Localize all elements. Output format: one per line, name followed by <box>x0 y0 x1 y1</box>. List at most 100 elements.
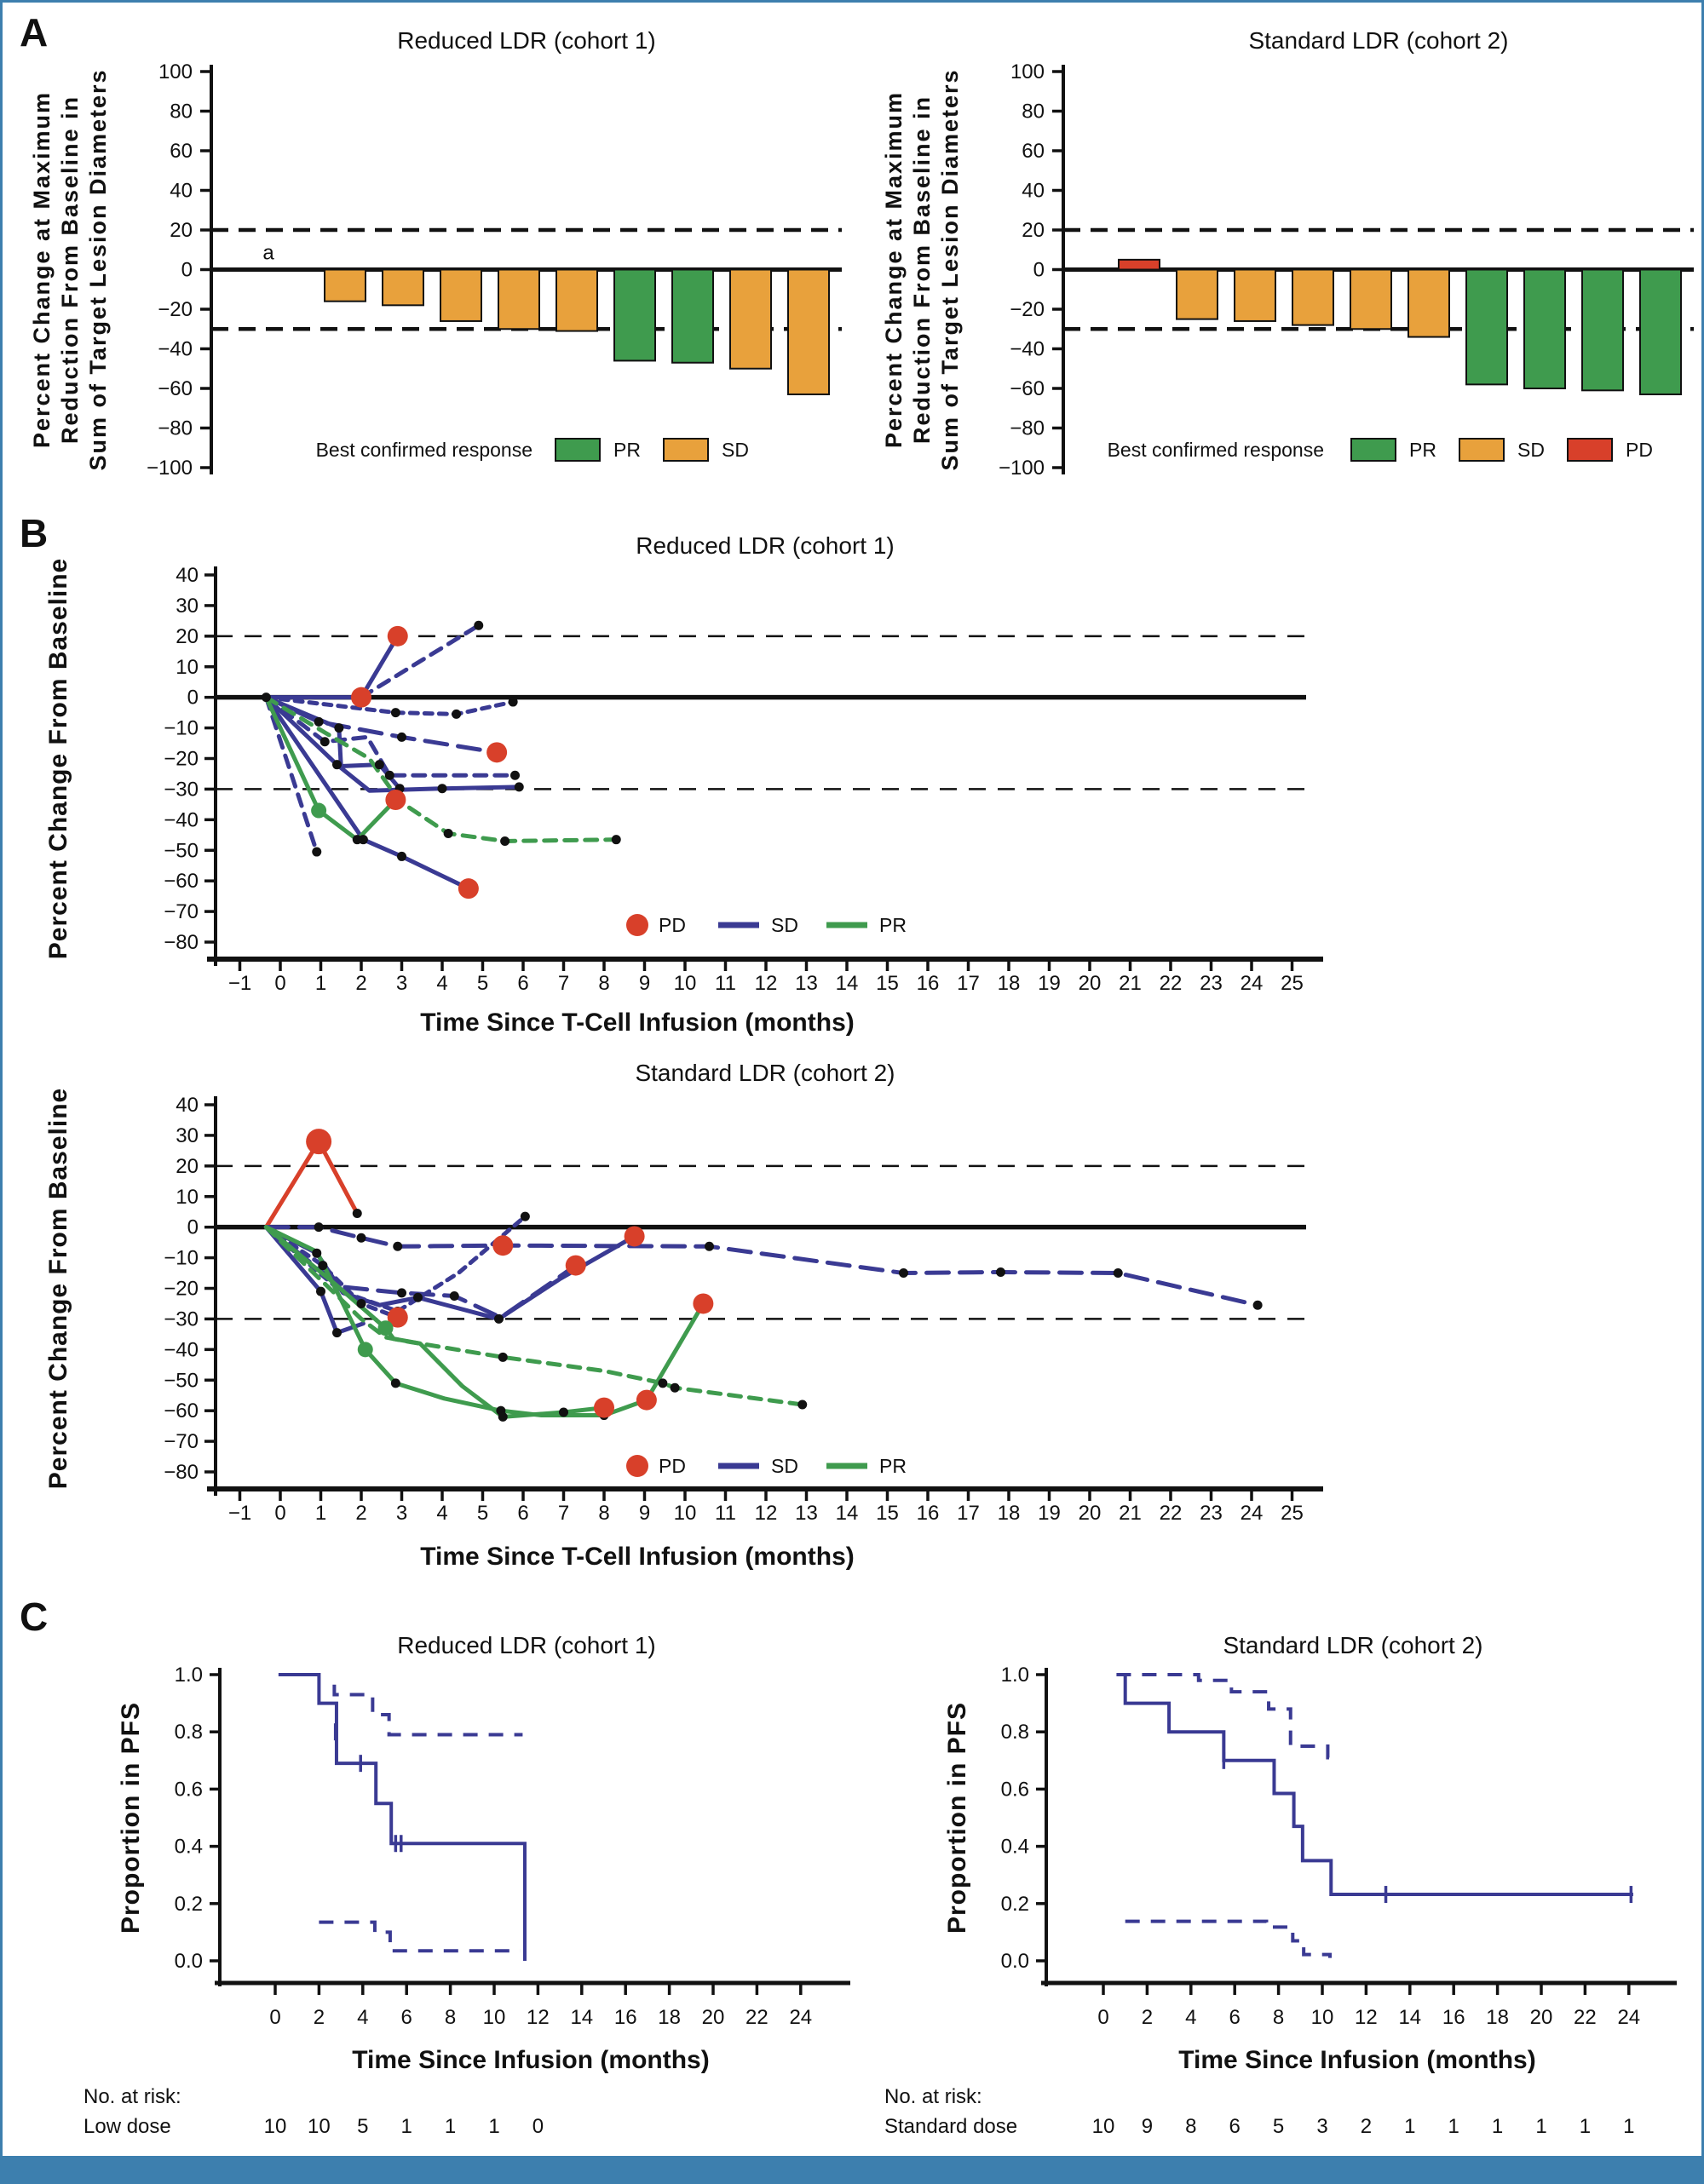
series-c1-p8 <box>263 695 320 854</box>
legend-swatch-PR <box>555 438 601 462</box>
label: PR <box>879 914 907 936</box>
label: 1 <box>445 2115 456 2138</box>
label: 100 <box>158 60 193 83</box>
scan-dot <box>320 737 330 747</box>
label: 9 <box>639 1502 650 1525</box>
series-c2-p6 <box>263 1225 400 1320</box>
pd-marker <box>486 742 508 763</box>
bar-patient-2 <box>1176 268 1218 320</box>
label: 10 <box>308 2115 331 2138</box>
label: 2 <box>355 972 366 995</box>
label: Standard LDR (cohort 2) <box>1248 27 1508 54</box>
bars: a <box>262 242 830 395</box>
y-axis-title: Percent Change at Maximum Reduction From … <box>29 68 111 470</box>
series-c2-p7 <box>263 1225 366 1336</box>
label: Standard LDR (cohort 2) <box>635 1060 895 1086</box>
label: 9 <box>639 972 650 995</box>
scan-dot <box>449 1290 459 1301</box>
y-axis-title: Percent Change at Maximum Reduction From … <box>881 68 963 470</box>
label: −50 <box>164 1369 199 1392</box>
series-c1-p5 <box>263 695 517 778</box>
label: Percent Change From Baseline <box>44 1088 72 1489</box>
label: 10 <box>176 656 199 679</box>
label: −70 <box>164 1430 199 1453</box>
scan-dot <box>316 1286 325 1296</box>
label: 13 <box>795 1502 818 1525</box>
scan-dot <box>334 723 344 733</box>
waterfall: Reduced LDR (cohort 1) 100 80 60 40 20 0 −20 −40… <box>29 27 842 480</box>
pd-marker <box>693 1293 714 1314</box>
label: −80 <box>158 417 193 440</box>
bar-patient-6 <box>556 268 598 332</box>
label: 17 <box>957 972 980 995</box>
label: 7 <box>558 1502 569 1525</box>
label: −30 <box>164 1308 199 1331</box>
label: 23 <box>1200 1502 1223 1525</box>
label: 4 <box>436 972 447 995</box>
label: 5 <box>357 2115 368 2138</box>
label: 0.8 <box>1001 1721 1029 1744</box>
label: 2 <box>1142 2006 1153 2029</box>
label: 10 <box>674 972 697 995</box>
x-axis: 0 2 4 6 8 10 12 14 16 18 20 22 24 <box>1041 1980 1677 2029</box>
label: Best confirmed response <box>316 439 532 461</box>
label: Standard dose <box>884 2115 1017 2138</box>
label: Percent Change at Maximum <box>881 91 907 448</box>
label: 24 <box>1241 972 1264 995</box>
label: 30 <box>176 1124 199 1147</box>
scan-dot <box>314 1222 324 1233</box>
legend: PD SD PR <box>626 1455 907 1477</box>
censor-marks <box>1222 1751 1633 1904</box>
scan-dot <box>413 1292 423 1302</box>
label: 4 <box>357 2006 368 2029</box>
pr-marker <box>311 802 327 819</box>
label: 24 <box>1617 2006 1640 2029</box>
label: 25 <box>1281 972 1304 995</box>
y-axis-title: Proportion in PFS <box>943 1702 971 1934</box>
label: 5 <box>477 1502 488 1525</box>
y-axis-title: Percent Change From Baseline <box>44 558 72 959</box>
bar-patient-10 <box>1639 268 1682 395</box>
scan-dot <box>332 1328 342 1338</box>
label: −100 <box>147 457 193 480</box>
label: 20 <box>1022 219 1045 242</box>
label: 0 <box>1097 2006 1108 2029</box>
label: 0 <box>274 1502 285 1525</box>
label: Best confirmed response <box>1108 439 1324 461</box>
scan-dot <box>452 709 462 719</box>
panel-c-label: C <box>20 1595 49 1639</box>
bar-patient-6 <box>1408 268 1450 338</box>
bar-patient-4 <box>1292 268 1334 326</box>
label: PR <box>1409 439 1436 461</box>
label: 20 <box>176 1155 199 1178</box>
label: 40 <box>176 564 199 587</box>
panel-a-label: A <box>20 10 49 55</box>
legend-swatch-SD <box>663 438 709 462</box>
label: a <box>262 242 274 265</box>
legend: Best confirmed response PR SD <box>316 438 749 462</box>
y-axis: 40 30 20 10 0 −10 −20 −30 −40 −50 −60 −70 −80 <box>164 564 217 967</box>
label: 3 <box>396 1502 407 1525</box>
label: 1 <box>401 2115 412 2138</box>
km: Standard LDR (cohort 2) 1.0 0.8 0.6 0.4 0.2 0.… <box>884 1632 1677 2138</box>
label: 20 <box>1079 972 1102 995</box>
scan-dot <box>611 835 621 845</box>
pd-marker <box>594 1397 614 1418</box>
bar-patient-7 <box>1465 268 1508 386</box>
label: 6 <box>1229 2115 1241 2138</box>
label: −1 <box>228 1502 251 1525</box>
pd-marker <box>306 1129 332 1155</box>
scan-dot <box>500 836 510 846</box>
label: 14 <box>570 2006 593 2029</box>
label: 60 <box>1022 140 1045 163</box>
label: −60 <box>1010 377 1045 400</box>
pd-marker <box>385 789 406 810</box>
scan-dot <box>397 1288 406 1298</box>
scan-dot <box>261 693 271 703</box>
scan-dot <box>356 1298 366 1308</box>
label: 19 <box>1038 972 1061 995</box>
scan-dot <box>1252 1300 1263 1310</box>
label: −40 <box>1010 338 1045 361</box>
label: Sum of Target Lesion Diameters <box>937 68 963 470</box>
label: 0.4 <box>175 1836 203 1859</box>
